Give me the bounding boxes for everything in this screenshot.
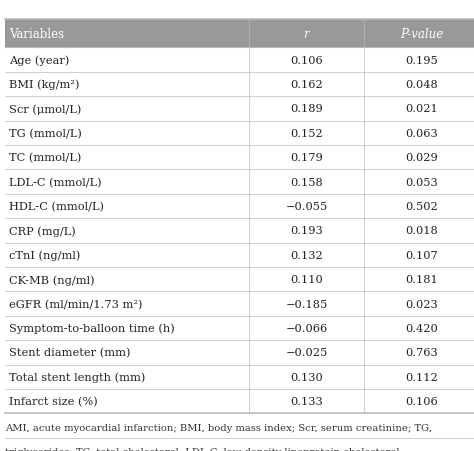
Bar <box>364 389 474 414</box>
Text: HDL-C (mmol/L): HDL-C (mmol/L) <box>9 202 104 212</box>
Text: 0.763: 0.763 <box>405 348 438 358</box>
Text: Age (year): Age (year) <box>9 55 70 66</box>
Text: 0.133: 0.133 <box>290 396 323 406</box>
Bar <box>364 292 474 316</box>
Bar <box>249 219 364 243</box>
Text: Symptom-to-balloon time (h): Symptom-to-balloon time (h) <box>9 323 175 334</box>
Bar <box>5 97 249 121</box>
Text: 0.130: 0.130 <box>290 372 323 382</box>
Bar <box>249 316 364 341</box>
Text: 0.018: 0.018 <box>405 226 438 236</box>
Text: 0.023: 0.023 <box>405 299 438 309</box>
Bar <box>5 316 249 341</box>
Bar <box>5 365 249 389</box>
Bar <box>364 170 474 194</box>
Text: TC (mmol/L): TC (mmol/L) <box>9 153 82 163</box>
Bar <box>364 341 474 365</box>
Bar <box>249 20 364 48</box>
Bar <box>249 194 364 219</box>
Text: Stent diameter (mm): Stent diameter (mm) <box>9 348 131 358</box>
Text: 0.152: 0.152 <box>290 129 323 138</box>
Bar <box>5 267 249 292</box>
Text: 0.106: 0.106 <box>405 396 438 406</box>
Bar <box>364 243 474 267</box>
Text: 0.193: 0.193 <box>290 226 323 236</box>
Text: 0.048: 0.048 <box>405 80 438 90</box>
Bar <box>5 194 249 219</box>
Bar <box>5 20 249 48</box>
Bar <box>364 73 474 97</box>
Text: 0.107: 0.107 <box>405 250 438 260</box>
Text: 0.195: 0.195 <box>405 55 438 65</box>
Bar <box>249 73 364 97</box>
Text: 0.502: 0.502 <box>405 202 438 212</box>
Bar <box>364 316 474 341</box>
Bar <box>249 341 364 365</box>
Bar <box>364 194 474 219</box>
Bar <box>5 341 249 365</box>
Bar <box>249 146 364 170</box>
Bar <box>249 170 364 194</box>
Text: Total stent length (mm): Total stent length (mm) <box>9 372 146 382</box>
Text: eGFR (ml/min/1.73 m²): eGFR (ml/min/1.73 m²) <box>9 299 143 309</box>
Bar <box>364 121 474 146</box>
Bar <box>5 146 249 170</box>
Bar <box>5 73 249 97</box>
Bar <box>249 292 364 316</box>
Text: 0.158: 0.158 <box>290 177 323 187</box>
Bar <box>364 146 474 170</box>
Text: LDL-C (mmol/L): LDL-C (mmol/L) <box>9 177 102 187</box>
Text: 0.112: 0.112 <box>405 372 438 382</box>
Bar <box>249 365 364 389</box>
Text: Variables: Variables <box>9 28 64 41</box>
Bar <box>5 389 249 414</box>
Bar <box>364 219 474 243</box>
Bar <box>364 48 474 73</box>
Text: r: r <box>304 28 309 41</box>
Bar <box>5 48 249 73</box>
Bar <box>364 20 474 48</box>
Text: cTnI (ng/ml): cTnI (ng/ml) <box>9 250 81 261</box>
Bar <box>249 243 364 267</box>
Text: 0.063: 0.063 <box>405 129 438 138</box>
Text: 0.021: 0.021 <box>405 104 438 114</box>
Bar <box>364 97 474 121</box>
Text: 0.106: 0.106 <box>290 55 323 65</box>
Bar <box>249 267 364 292</box>
Text: 0.179: 0.179 <box>290 153 323 163</box>
Text: 0.053: 0.053 <box>405 177 438 187</box>
Bar <box>5 170 249 194</box>
Text: −0.055: −0.055 <box>285 202 328 212</box>
Text: −0.025: −0.025 <box>285 348 328 358</box>
Bar <box>249 121 364 146</box>
Text: CRP (mg/L): CRP (mg/L) <box>9 226 76 236</box>
Bar <box>5 219 249 243</box>
Text: TG (mmol/L): TG (mmol/L) <box>9 129 82 138</box>
Text: CK-MB (ng/ml): CK-MB (ng/ml) <box>9 274 95 285</box>
Text: AMI, acute myocardial infarction; BMI, body mass index; Scr, serum creatinine; T: AMI, acute myocardial infarction; BMI, b… <box>5 423 432 433</box>
Text: triglycerides; TC, total cholesterol; LDL-C, low-density lipoprotein cholesterol: triglycerides; TC, total cholesterol; LD… <box>5 447 402 451</box>
Text: 0.181: 0.181 <box>405 275 438 285</box>
Text: Scr (μmol/L): Scr (μmol/L) <box>9 104 82 115</box>
Text: 0.420: 0.420 <box>405 323 438 333</box>
Text: 0.189: 0.189 <box>290 104 323 114</box>
Bar <box>5 243 249 267</box>
Text: 0.110: 0.110 <box>290 275 323 285</box>
Bar <box>5 292 249 316</box>
Text: 0.162: 0.162 <box>290 80 323 90</box>
Bar <box>249 97 364 121</box>
Text: Infarct size (%): Infarct size (%) <box>9 396 98 406</box>
Bar <box>5 121 249 146</box>
Text: BMI (kg/m²): BMI (kg/m²) <box>9 79 80 90</box>
Text: 0.132: 0.132 <box>290 250 323 260</box>
Text: 0.029: 0.029 <box>405 153 438 163</box>
Bar <box>364 267 474 292</box>
Bar <box>249 389 364 414</box>
Text: −0.185: −0.185 <box>285 299 328 309</box>
Text: −0.066: −0.066 <box>285 323 328 333</box>
Bar <box>249 48 364 73</box>
Text: P-value: P-value <box>400 28 443 41</box>
Bar <box>364 365 474 389</box>
